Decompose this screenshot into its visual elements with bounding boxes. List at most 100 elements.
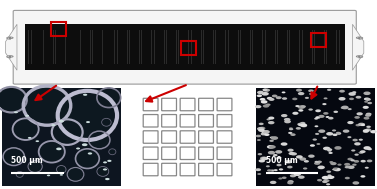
Circle shape	[282, 97, 287, 100]
Bar	[51, 22, 66, 36]
Circle shape	[343, 129, 349, 133]
Circle shape	[294, 172, 301, 176]
Circle shape	[310, 144, 315, 147]
Circle shape	[51, 124, 55, 126]
Circle shape	[365, 128, 371, 132]
Circle shape	[327, 176, 334, 179]
Ellipse shape	[98, 89, 120, 107]
Circle shape	[339, 90, 345, 93]
Circle shape	[363, 106, 369, 109]
Circle shape	[359, 139, 363, 141]
FancyBboxPatch shape	[199, 147, 213, 160]
Circle shape	[255, 105, 261, 108]
Bar	[55, 30, 56, 64]
Circle shape	[282, 91, 285, 93]
Circle shape	[268, 151, 275, 154]
Circle shape	[268, 121, 274, 124]
Circle shape	[256, 135, 261, 137]
Circle shape	[292, 98, 297, 100]
Circle shape	[314, 162, 320, 165]
Circle shape	[345, 166, 349, 168]
Ellipse shape	[102, 119, 111, 126]
Circle shape	[267, 118, 271, 120]
FancyBboxPatch shape	[217, 163, 232, 176]
FancyBboxPatch shape	[162, 115, 176, 127]
Circle shape	[337, 164, 342, 166]
Bar	[302, 30, 303, 64]
Circle shape	[257, 91, 264, 94]
Bar	[181, 41, 196, 55]
Circle shape	[329, 161, 333, 163]
Circle shape	[367, 160, 372, 162]
Ellipse shape	[89, 132, 109, 148]
Circle shape	[25, 115, 29, 117]
Circle shape	[360, 150, 366, 153]
Circle shape	[363, 130, 369, 133]
Circle shape	[296, 173, 300, 175]
Bar	[188, 30, 189, 64]
Circle shape	[299, 157, 306, 161]
Circle shape	[82, 143, 87, 146]
Bar	[90, 30, 91, 64]
Ellipse shape	[109, 149, 116, 154]
Circle shape	[365, 114, 371, 117]
Ellipse shape	[68, 168, 83, 181]
Circle shape	[261, 132, 267, 136]
Ellipse shape	[97, 167, 108, 176]
Circle shape	[88, 152, 92, 155]
Circle shape	[287, 166, 293, 168]
Circle shape	[328, 117, 334, 120]
FancyBboxPatch shape	[199, 131, 213, 143]
Circle shape	[285, 160, 292, 163]
Circle shape	[257, 127, 264, 131]
Circle shape	[367, 102, 372, 104]
Circle shape	[262, 131, 267, 134]
Circle shape	[354, 153, 359, 156]
Circle shape	[265, 104, 271, 106]
FancyBboxPatch shape	[180, 163, 195, 176]
Circle shape	[257, 153, 262, 155]
Circle shape	[60, 174, 63, 176]
FancyBboxPatch shape	[162, 147, 176, 160]
Circle shape	[258, 129, 265, 132]
Bar	[238, 30, 239, 64]
Circle shape	[297, 105, 305, 109]
Circle shape	[259, 159, 265, 163]
Circle shape	[347, 121, 354, 124]
Circle shape	[103, 168, 107, 170]
Bar	[275, 30, 276, 64]
Circle shape	[332, 129, 336, 132]
Bar	[117, 30, 118, 64]
Circle shape	[274, 169, 278, 171]
Circle shape	[357, 112, 363, 115]
Circle shape	[260, 98, 265, 101]
Ellipse shape	[14, 119, 38, 139]
Circle shape	[316, 143, 320, 145]
Circle shape	[314, 161, 319, 163]
Circle shape	[308, 89, 314, 92]
Circle shape	[266, 165, 270, 167]
Bar	[225, 30, 226, 64]
Circle shape	[261, 92, 269, 96]
Circle shape	[284, 120, 291, 123]
Circle shape	[352, 164, 357, 166]
Circle shape	[35, 140, 39, 142]
Text: 500 μm: 500 μm	[266, 156, 297, 165]
FancyBboxPatch shape	[199, 115, 213, 127]
Circle shape	[323, 97, 328, 99]
Bar	[102, 30, 103, 64]
Bar	[265, 30, 266, 64]
Circle shape	[263, 88, 270, 92]
FancyBboxPatch shape	[143, 115, 158, 127]
Circle shape	[290, 174, 296, 177]
Circle shape	[334, 168, 341, 171]
FancyBboxPatch shape	[217, 147, 232, 160]
Circle shape	[359, 151, 364, 154]
Bar	[92, 30, 93, 64]
Ellipse shape	[40, 142, 64, 162]
Bar	[314, 30, 315, 64]
Circle shape	[280, 142, 288, 146]
Circle shape	[349, 98, 354, 100]
Circle shape	[339, 97, 346, 101]
Circle shape	[259, 123, 264, 125]
